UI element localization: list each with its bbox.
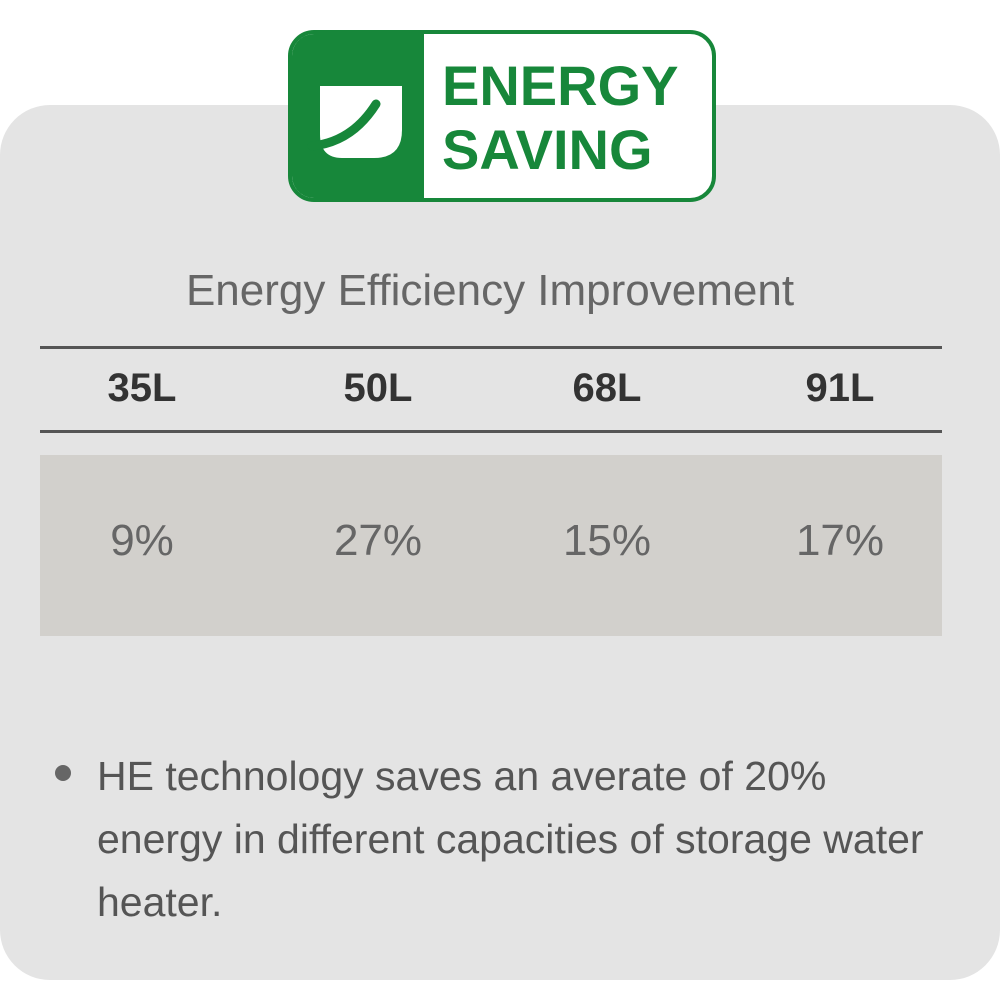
badge-line: SAVING [442, 118, 653, 181]
rule [40, 430, 942, 433]
cell: 27% [333, 516, 423, 565]
badge-icon-area [292, 34, 424, 198]
column-header: 35L [107, 366, 177, 410]
cell: 17% [795, 516, 885, 565]
leaf-vein [307, 99, 381, 151]
badge-line: ENERGY [442, 54, 679, 117]
cell: 9% [110, 516, 174, 565]
rule [40, 346, 942, 349]
column-header: 68L [572, 366, 642, 410]
column-header: 91L [805, 366, 875, 410]
value-row [40, 455, 942, 636]
badge-text: ENERGY SAVING [442, 54, 679, 182]
table-title: Energy Efficiency Improvement [185, 266, 795, 315]
leaf-icon [307, 86, 402, 158]
column-header: 50L [343, 366, 413, 410]
bullet [55, 765, 71, 781]
energy-badge: ENERGY SAVING [288, 30, 716, 202]
cell: 15% [562, 516, 652, 565]
note: HE technology saves an averate of 20% en… [97, 753, 924, 925]
